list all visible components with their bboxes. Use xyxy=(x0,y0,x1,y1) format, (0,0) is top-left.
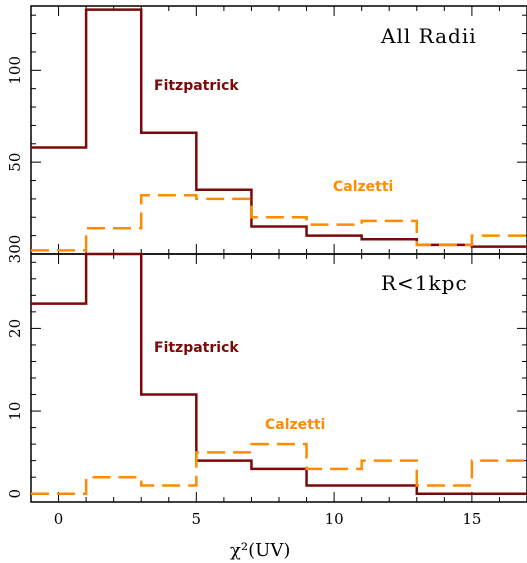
y-tick-label: 100 xyxy=(6,56,24,85)
series-group-top xyxy=(31,8,527,252)
y-tick-label: 20 xyxy=(6,319,24,338)
panel-title-top: All Radii xyxy=(380,24,477,48)
x-tick-label: 0 xyxy=(54,510,64,528)
y-tick-label: 0 xyxy=(6,489,24,499)
y-tick-label: 300 xyxy=(6,235,24,264)
series-label-calzetti-bottom: Calzetti xyxy=(265,417,325,433)
ticks-bottom: 0 10 20 0 5 10 15 xyxy=(6,254,527,528)
series-line-calzetti xyxy=(31,193,527,252)
y-tick-label: 50 xyxy=(6,153,24,172)
series-group-bottom xyxy=(31,252,527,495)
x-tick-label: 15 xyxy=(462,510,481,528)
x-axis-label: χ²(UV) xyxy=(230,540,290,561)
panel-title-bottom: R<1kpc xyxy=(381,271,468,295)
x-tick-label: 10 xyxy=(325,510,344,528)
series-label-calzetti-top: Calzetti xyxy=(333,179,393,195)
series-label-fitzpatrick-top: Fitzpatrick xyxy=(154,78,239,94)
y-tick-label: 10 xyxy=(6,402,24,421)
panel-all-radii: 300 50 100 All Radii Fitzpatrick Calzetti xyxy=(6,5,527,264)
x-tick-label: 5 xyxy=(192,510,202,528)
series-label-fitzpatrick-bottom: Fitzpatrick xyxy=(154,340,239,356)
series-line-calzetti xyxy=(31,442,527,495)
series-line-fitzpatrick xyxy=(31,252,527,495)
panel-r-lt-1kpc: 0 10 20 0 5 10 15 R<1kpc Fitzpatrick Calzetti xyxy=(6,252,527,528)
